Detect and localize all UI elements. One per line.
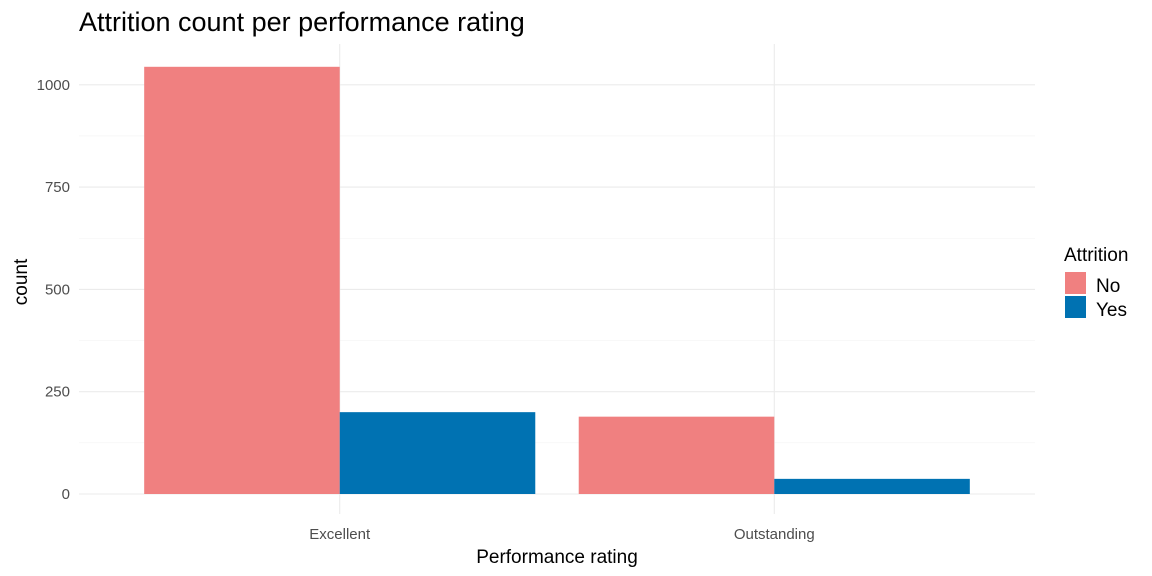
bar-excellent-yes [339,412,536,494]
x-tick-label: Excellent [309,526,371,543]
y-tick-label: 750 [45,179,70,196]
bars [144,66,970,494]
y-tick-label: 0 [62,486,70,503]
y-axis-title: count [11,258,32,305]
legend: Attrition No Yes [1064,245,1128,321]
x-tick-label: Outstanding [734,526,815,543]
bar-outstanding-no [578,416,775,494]
chart-title: Attrition count per performance rating [79,7,525,37]
x-axis-title: Performance rating [476,547,638,568]
y-tick-label: 250 [45,384,70,401]
legend-swatch-no [1065,272,1086,294]
y-axis-ticks: 0 250 500 750 1000 [37,77,70,503]
bar-excellent-no [144,66,340,494]
y-tick-label: 1000 [37,77,70,94]
bar-outstanding-yes [774,478,970,494]
y-tick-label: 500 [45,281,70,298]
legend-label-no: No [1096,276,1120,297]
legend-title: Attrition [1064,245,1128,266]
legend-label-yes: Yes [1096,300,1127,321]
legend-swatch-yes [1065,296,1086,318]
x-axis-ticks: Excellent Outstanding [309,526,814,543]
